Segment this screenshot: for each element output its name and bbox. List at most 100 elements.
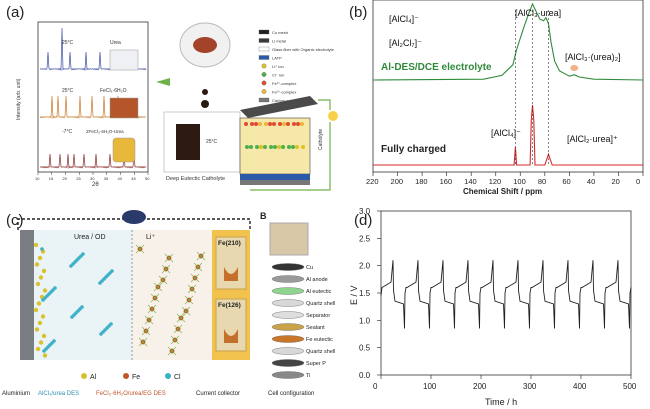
ion-particle: [249, 145, 253, 149]
legend-text: Carbon paste: [272, 98, 297, 103]
nmr-xticks: 220 200 180 160 140 120 100 80 60 40 20 0: [366, 172, 644, 186]
cell-layer-label: Super P: [306, 361, 326, 367]
ion-particle: [269, 145, 273, 149]
droplet-icon: [202, 89, 208, 95]
panel-b-chart: 220 200 180 160 140 120 100 80 60 40 20 0 Chemical …: [366, 0, 644, 196]
cycling-ytick: 1.0: [359, 316, 371, 325]
cell-layer-label: Al anode: [306, 277, 328, 283]
legend-swatch: [258, 97, 270, 103]
panel-a-figure: Intensity (arb. unit) 2θ 10 15 20 25 30 35 40 4…: [16, 21, 338, 191]
al-particle: [36, 301, 42, 306]
nmr-annot-alcl4-bottom: [AlCl₄]⁻: [491, 128, 521, 138]
bulb-icon: [328, 111, 338, 121]
cell-layer-label: Sealant: [306, 325, 325, 331]
al-particle: [35, 281, 41, 287]
cell-layer-label: Fe eutectic: [306, 337, 333, 343]
ion-particle: [259, 145, 263, 149]
ion-particle: [258, 122, 262, 126]
legend-fe-dot: [123, 373, 129, 379]
cycling-ylabel: E / V: [349, 285, 359, 305]
ion-particle: [292, 122, 296, 126]
ion-particle: [244, 122, 248, 126]
xrd-xtick: 25: [76, 176, 81, 181]
panel-d-chart: 0 100 200 300 400 500 0.0 0.5 1.0 1.5 2.0 2.5 3.0 E …: [349, 207, 637, 407]
nmr-xtick: 80: [538, 177, 546, 186]
legend-swatch: [258, 46, 270, 52]
cell-config-caption: Cell configuration: [268, 391, 314, 397]
urea-photo: [109, 49, 139, 71]
legend-swatch: [261, 63, 267, 69]
bottom-label-al-des: AlCl₃/urea DES: [38, 391, 79, 397]
cell-top-layer: [240, 96, 318, 118]
device-icon: [122, 210, 146, 224]
cycling-xlabel: Time / h: [485, 397, 517, 407]
nmr-series-label-green: Al-DES/DCE electrolyte: [381, 62, 492, 73]
legend-swatch: [258, 29, 270, 35]
legend-swatch: [258, 38, 270, 43]
cycling-xtick: 500: [623, 382, 637, 391]
legend-text: Glass fiber with Organic electrolyte: [272, 47, 335, 52]
al-particle: [37, 255, 43, 261]
cell-stack: Cu Al anode Al eutectic Quartz shell Separat…: [271, 263, 335, 379]
legend-cl-dot: [165, 373, 171, 379]
al-particle: [40, 314, 46, 319]
ion-particle: [281, 145, 285, 149]
nmr-annot-al2cl7: [Al₂Cl₇]⁻: [389, 38, 422, 48]
cell-layer: [271, 287, 305, 295]
panel-label-b: (b): [349, 4, 368, 21]
label-urea-od: Urea / OD: [74, 234, 106, 241]
xrd-trace: [39, 153, 147, 169]
cell-layer: [271, 263, 305, 271]
al-particle: [38, 275, 44, 280]
xrd-temp-2: 25°C: [62, 88, 74, 94]
cycling-xtick: 0: [373, 382, 378, 391]
nmr-xlabel: Chemical Shift / ppm: [463, 187, 542, 196]
xrd-name-1: Urea: [110, 40, 121, 46]
cycling-xtick: 100: [423, 382, 437, 391]
ion-particle: [250, 122, 254, 126]
xrd-xtick: 10: [35, 176, 40, 181]
cell-layer: [271, 335, 305, 343]
ion-particle: [277, 145, 281, 149]
al-particle: [34, 262, 40, 267]
circuit-wire: [318, 99, 331, 110]
al-particle: [41, 268, 47, 274]
cell-layer-label: Ti: [306, 373, 310, 379]
ion-particle: [282, 122, 286, 126]
al-particle: [33, 242, 39, 248]
cell-layer: [271, 371, 305, 379]
nmr-series-label-red: Fully charged: [381, 144, 446, 155]
nmr-xtick: 180: [415, 177, 428, 186]
nmr-xtick: 100: [513, 177, 526, 186]
nmr-annot-alcl3-urea2: [AlCl₃·(urea)₂]: [565, 52, 621, 62]
catholyte-box: [163, 111, 241, 173]
cl-particle: [81, 252, 85, 256]
cell-layer: [271, 347, 305, 355]
legend-fe: Fe: [132, 374, 140, 381]
cycling-xtick: 400: [573, 382, 587, 391]
panel-label-a: (a): [6, 4, 25, 21]
nmr-xtick: 160: [440, 177, 453, 186]
cycling-ytick: 3.0: [359, 207, 371, 216]
cell-layer: [271, 275, 305, 283]
cycling-ytick: 0.0: [359, 371, 371, 380]
nmr-xtick: 220: [366, 177, 379, 186]
cell-layer-label: Quartz shell: [306, 349, 335, 355]
al-particle: [42, 353, 48, 358]
cl-particle: [40, 247, 44, 251]
legend-cl: Cl: [174, 374, 181, 381]
legend-text: LATP: [272, 56, 282, 61]
xrd-name-2: FeCl₃·6H₂O: [100, 88, 127, 94]
al-particle: [38, 340, 44, 345]
cycling-ytick: 2.0: [359, 262, 371, 271]
ion-particle: [273, 145, 277, 149]
cl-particle: [110, 269, 114, 273]
cell-layer-label: Quartz shell: [306, 301, 335, 307]
ion-particle: [291, 145, 295, 149]
xrd-xtick: 40: [118, 176, 123, 181]
aluminium-electrode: [20, 230, 34, 360]
ion-particle: [278, 122, 282, 126]
cl-particle: [109, 322, 113, 326]
legend-text: Cu mesh: [272, 30, 288, 35]
xrd-xtick: 50: [145, 176, 150, 181]
